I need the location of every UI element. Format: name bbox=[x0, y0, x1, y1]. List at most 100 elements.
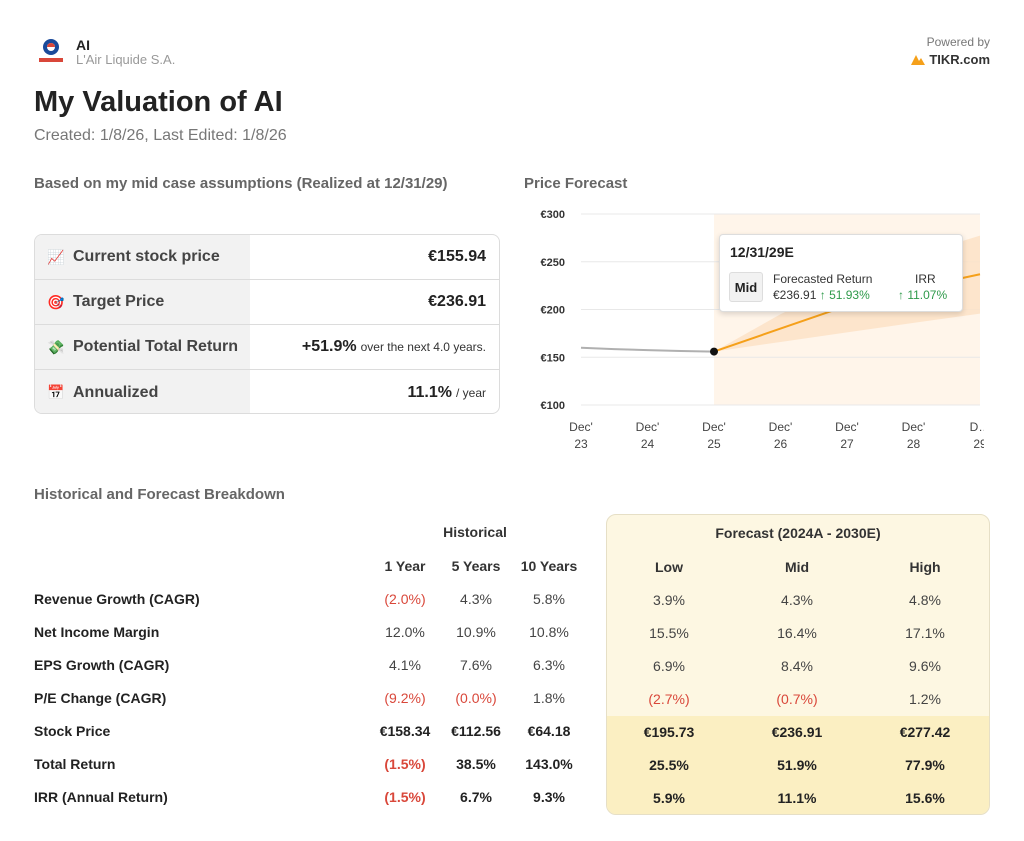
summary-row-current-price: 📈 Current stock price €155.94 bbox=[35, 235, 499, 280]
target-icon: 🎯 bbox=[47, 293, 65, 310]
table-cell: 10.8% bbox=[529, 624, 569, 640]
x-tick-label: 27 bbox=[840, 437, 854, 451]
ticker-symbol: AI bbox=[76, 37, 90, 53]
table-cell: (0.7%) bbox=[776, 691, 818, 707]
row-label: Stock Price bbox=[34, 723, 111, 739]
table-cell: 1.2% bbox=[909, 691, 941, 707]
tooltip-case-badge: Mid bbox=[729, 272, 763, 302]
table-cell: €64.18 bbox=[527, 723, 571, 739]
y-tick-label: €250 bbox=[541, 257, 565, 269]
table-cell: 9.6% bbox=[909, 658, 941, 674]
breakdown-title: Historical and Forecast Breakdown bbox=[34, 486, 285, 503]
page-title: My Valuation of AI bbox=[34, 86, 283, 118]
table-cell: 5.9% bbox=[653, 790, 685, 806]
table-cell: €158.34 bbox=[379, 723, 431, 739]
col-low-header: Low bbox=[655, 559, 683, 575]
x-tick-label: 26 bbox=[774, 437, 788, 451]
table-cell: 3.9% bbox=[653, 592, 685, 608]
calendar-icon: 📅 bbox=[47, 384, 65, 400]
table-cell: 9.3% bbox=[533, 789, 565, 805]
y-tick-label: €300 bbox=[541, 209, 565, 221]
table-cell: 4.8% bbox=[909, 592, 941, 608]
tooltip-return-label: Forecasted Return bbox=[773, 272, 873, 286]
table-cell: 4.3% bbox=[781, 592, 813, 608]
x-tick-label: 24 bbox=[641, 437, 655, 451]
x-tick-label: Dec' bbox=[569, 420, 593, 434]
historical-header: Historical bbox=[443, 524, 507, 540]
forecast-panel bbox=[606, 514, 990, 815]
summary-label: Current stock price bbox=[73, 248, 220, 265]
row-label: Total Return bbox=[34, 756, 116, 772]
row-label: EPS Growth (CAGR) bbox=[34, 657, 170, 673]
table-cell: (0.0%) bbox=[455, 690, 497, 706]
x-tick-label: D… bbox=[970, 420, 984, 434]
table-cell: (1.5%) bbox=[384, 789, 426, 805]
x-tick-label: Dec' bbox=[769, 420, 793, 434]
x-tick-label: 23 bbox=[574, 437, 588, 451]
table-cell: 15.6% bbox=[905, 790, 945, 806]
x-tick-label: Dec' bbox=[636, 420, 660, 434]
summary-suffix: over the next 4.0 years. bbox=[360, 340, 486, 354]
x-tick-label: 25 bbox=[707, 437, 721, 451]
table-cell: 15.5% bbox=[649, 625, 689, 641]
table-cell: 143.0% bbox=[525, 756, 573, 772]
x-tick-label: Dec' bbox=[902, 420, 926, 434]
tooltip-price: €236.91 bbox=[773, 288, 817, 302]
table-cell: 4.3% bbox=[460, 591, 492, 607]
row-label: P/E Change (CAGR) bbox=[34, 690, 167, 706]
table-cell: 6.9% bbox=[653, 658, 685, 674]
summary-value: €236.91 bbox=[428, 293, 486, 310]
table-cell: 6.3% bbox=[533, 657, 565, 673]
tikr-logo: TIKR.com bbox=[911, 52, 990, 67]
table-cell: 11.1% bbox=[777, 790, 817, 806]
table-cell: (9.2%) bbox=[384, 690, 426, 706]
chart-tooltip: 12/31/29E Mid Forecasted Return IRR €236… bbox=[719, 234, 963, 312]
summary-value: €155.94 bbox=[428, 248, 486, 265]
col-mid-header: Mid bbox=[784, 559, 810, 575]
table-cell: 1.8% bbox=[533, 690, 565, 706]
table-cell: (1.5%) bbox=[384, 756, 426, 772]
x-tick-label: 29 bbox=[973, 437, 984, 451]
summary-label: Potential Total Return bbox=[73, 338, 239, 355]
table-cell: 4.1% bbox=[389, 657, 421, 673]
tooltip-irr-value: ↑ 11.07% bbox=[898, 288, 948, 302]
table-cell: 17.1% bbox=[905, 625, 945, 641]
table-cell: €236.91 bbox=[771, 724, 823, 740]
table-cell: 77.9% bbox=[905, 757, 945, 773]
tooltip-return-pct: ↑ 51.93% bbox=[819, 288, 870, 302]
col-5-years-header: 5 Years bbox=[451, 558, 501, 574]
table-cell: 5.8% bbox=[533, 591, 565, 607]
page-subtitle: Created: 1/8/26, Last Edited: 1/8/26 bbox=[34, 127, 287, 144]
table-cell: €277.42 bbox=[899, 724, 951, 740]
table-cell: 38.5% bbox=[456, 756, 496, 772]
row-label: Revenue Growth (CAGR) bbox=[34, 591, 200, 607]
x-tick-label: 28 bbox=[907, 437, 921, 451]
table-cell: (2.7%) bbox=[648, 691, 690, 707]
chart-up-icon: 📈 bbox=[47, 248, 65, 265]
col-high-header: High bbox=[909, 559, 941, 575]
air-liquide-logo bbox=[39, 39, 63, 62]
y-tick-label: €100 bbox=[541, 400, 565, 412]
money-icon: 💸 bbox=[47, 338, 65, 355]
table-cell: 8.4% bbox=[781, 658, 813, 674]
summary-label: Target Price bbox=[73, 293, 165, 310]
table-cell: €195.73 bbox=[643, 724, 695, 740]
table-cell: 10.9% bbox=[456, 624, 496, 640]
summary-card: 📈 Current stock price €155.94 🎯 Target Pri… bbox=[34, 234, 500, 414]
table-cell: 51.9% bbox=[777, 757, 817, 773]
summary-title: Based on my mid case assumptions (Realiz… bbox=[34, 175, 448, 192]
forecast-header: Forecast (2024A - 2030E) bbox=[715, 525, 881, 541]
col-10-years-header: 10 Years bbox=[520, 558, 578, 574]
historical-line bbox=[580, 346, 715, 353]
table-cell: 25.5% bbox=[649, 757, 689, 773]
table-cell: €112.56 bbox=[451, 723, 501, 739]
row-label: Net Income Margin bbox=[34, 624, 160, 640]
tooltip-date: 12/31/29E bbox=[730, 244, 794, 260]
tooltip-irr-label: IRR bbox=[915, 272, 936, 286]
x-tick-label: Dec' bbox=[835, 420, 859, 434]
company-name: L'Air Liquide S.A. bbox=[76, 52, 176, 67]
tikr-label: TIKR.com bbox=[929, 52, 990, 67]
powered-by-label: Powered by bbox=[926, 35, 990, 49]
y-tick-label: €200 bbox=[541, 305, 565, 317]
powered-by[interactable]: Powered by TIKR.com bbox=[911, 35, 990, 67]
